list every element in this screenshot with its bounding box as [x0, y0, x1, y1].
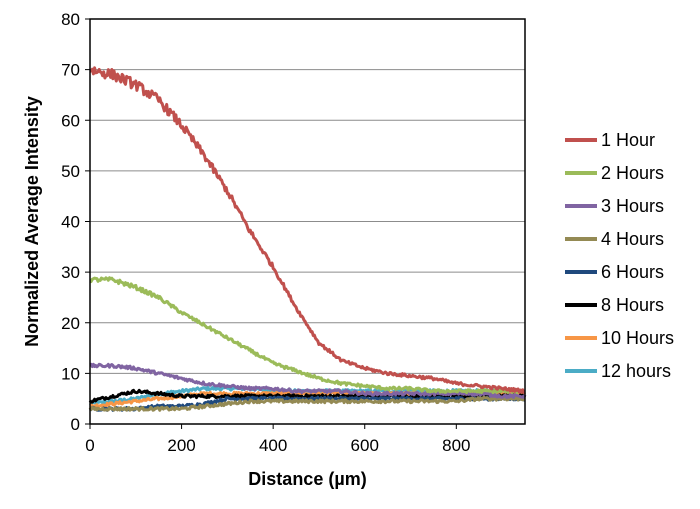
- legend-label-1-hour: 1 Hour: [601, 130, 655, 150]
- legend: 1 Hour 2 Hours 3 Hours 4 Hours 6 Hours 8 Hour…: [565, 130, 674, 381]
- x-tick-label: 600: [351, 436, 379, 455]
- series-line-1-hour: [89, 66, 526, 394]
- y-axis-title: Normalized Average Intensity: [22, 96, 42, 347]
- y-axis-ticks: 0 10 20 30 40 50 60 70 80: [61, 10, 90, 434]
- series-line-4-hours: [88, 395, 526, 412]
- y-tick-label: 0: [71, 415, 80, 434]
- series-line-3-hours: [89, 362, 527, 399]
- y-tick-label: 40: [61, 213, 80, 232]
- x-tick-label: 0: [85, 436, 94, 455]
- x-tick-label: 200: [167, 436, 195, 455]
- y-tick-label: 20: [61, 314, 80, 333]
- y-tick-label: 60: [61, 111, 80, 130]
- legend-label-6-hours: 6 Hours: [601, 262, 664, 282]
- x-axis-title: Distance (µm): [248, 469, 366, 489]
- legend-label-2-hours: 2 Hours: [601, 163, 664, 183]
- legend-label-12-hours: 12 hours: [601, 361, 671, 381]
- y-tick-label: 50: [61, 162, 80, 181]
- legend-label-8-hours: 8 Hours: [601, 295, 664, 315]
- x-tick-label: 400: [259, 436, 287, 455]
- series-line-2-hours: [89, 276, 526, 395]
- y-tick-label: 10: [61, 364, 80, 383]
- series-line-8-hours: [88, 388, 527, 404]
- legend-label-3-hours: 3 Hours: [601, 196, 664, 216]
- legend-label-4-hours: 4 Hours: [601, 229, 664, 249]
- legend-label-10-hours: 10 Hours: [601, 328, 674, 348]
- y-tick-label: 80: [61, 10, 80, 29]
- gridlines: [90, 18, 525, 425]
- x-tick-label: 800: [442, 436, 470, 455]
- y-tick-label: 70: [61, 61, 80, 80]
- y-tick-label: 30: [61, 263, 80, 282]
- x-axis-ticks: 0 200 400 600 800: [85, 424, 471, 455]
- series-lines: [88, 66, 527, 412]
